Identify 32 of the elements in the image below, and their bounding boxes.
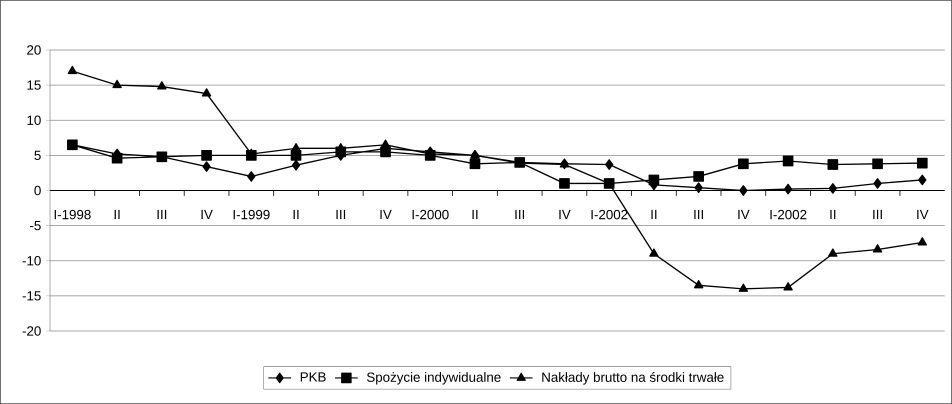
x-tick-label: III xyxy=(515,210,524,220)
y-tick-label: -5 xyxy=(30,220,41,230)
y-tick-label: 5 xyxy=(34,150,41,160)
x-tick-label: III xyxy=(158,210,166,220)
x-tick-label: I-2000 xyxy=(412,210,449,220)
legend-label: Spożycie indywidualne xyxy=(366,372,501,385)
y-tick-label: -15 xyxy=(22,291,41,301)
y-tick-label: 15 xyxy=(27,80,41,90)
x-tick-label: II xyxy=(294,210,299,220)
y-tick-label: 10 xyxy=(27,116,41,125)
x-tick-label: II xyxy=(472,210,478,220)
x-tick-label: III xyxy=(694,210,703,220)
x-tick-label: IV xyxy=(917,210,929,220)
legend-label: PKB xyxy=(300,372,326,382)
x-tick-label: I-1998 xyxy=(54,210,91,220)
x-tick-label: IV xyxy=(202,210,213,220)
x-tick-label: II xyxy=(651,210,656,220)
x-tick-label: II xyxy=(114,210,120,220)
x-tick-label: IV xyxy=(738,210,750,220)
y-tick-label: -20 xyxy=(22,326,41,336)
x-tick-label: II xyxy=(830,210,836,220)
y-tick-label: 0 xyxy=(34,186,41,196)
y-tick-label: -10 xyxy=(22,256,41,266)
x-tick-label: III xyxy=(336,210,346,220)
x-tick-label: III xyxy=(873,210,882,220)
x-tick-label: I-2002 xyxy=(592,210,628,220)
legend-label: Nakłady brutto na środki trwałe xyxy=(542,372,724,385)
y-tick-label: 20 xyxy=(27,45,41,55)
x-tick-label: I-2002 xyxy=(770,210,806,220)
x-tick-label: I-1999 xyxy=(234,210,270,220)
x-tick-label: IV xyxy=(380,210,392,220)
x-tick-label: IV xyxy=(559,210,571,220)
